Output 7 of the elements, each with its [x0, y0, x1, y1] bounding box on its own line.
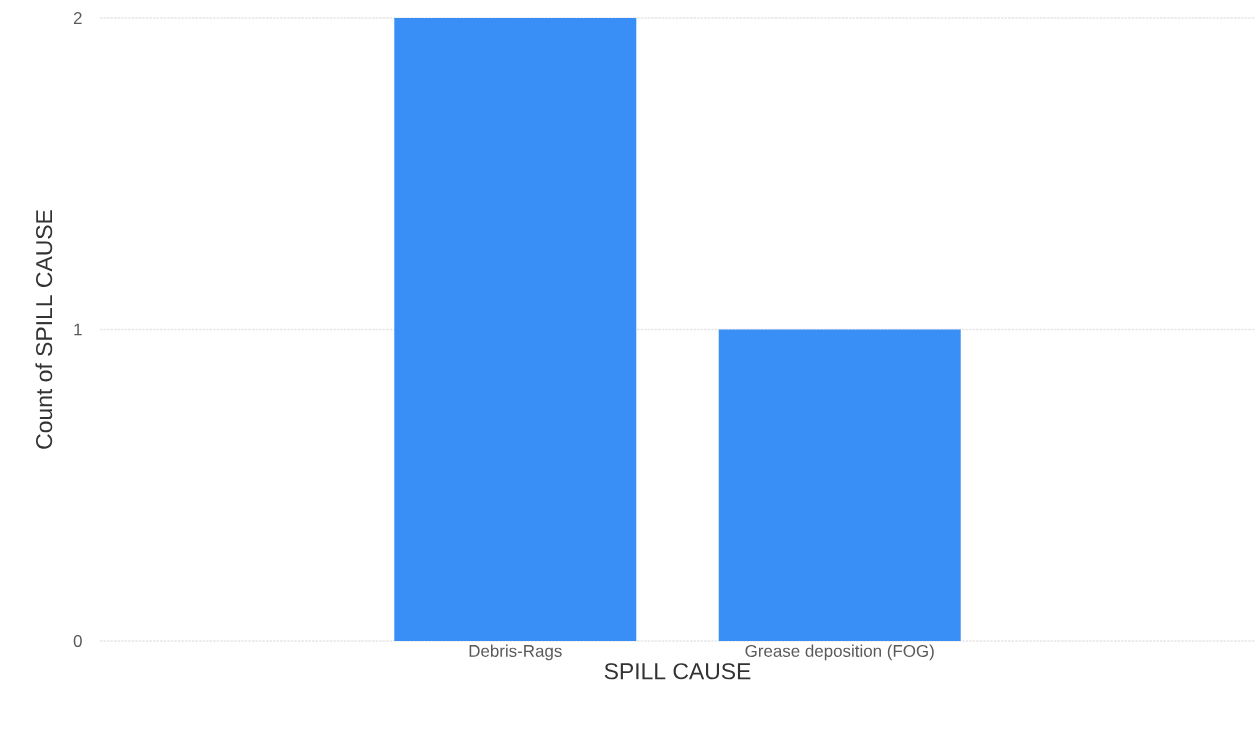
- x-tick-label: Grease deposition (FOG): [745, 644, 934, 661]
- y-axis-title: Count of SPILL CAUSE: [35, 210, 53, 449]
- x-axis-title: SPILL CAUSE: [604, 663, 751, 680]
- y-tick-label: 2: [73, 12, 82, 24]
- y-tick-label: 0: [73, 634, 82, 647]
- y-tick-label: 1: [74, 323, 82, 336]
- x-tick-label: Debris-Rags: [469, 644, 562, 661]
